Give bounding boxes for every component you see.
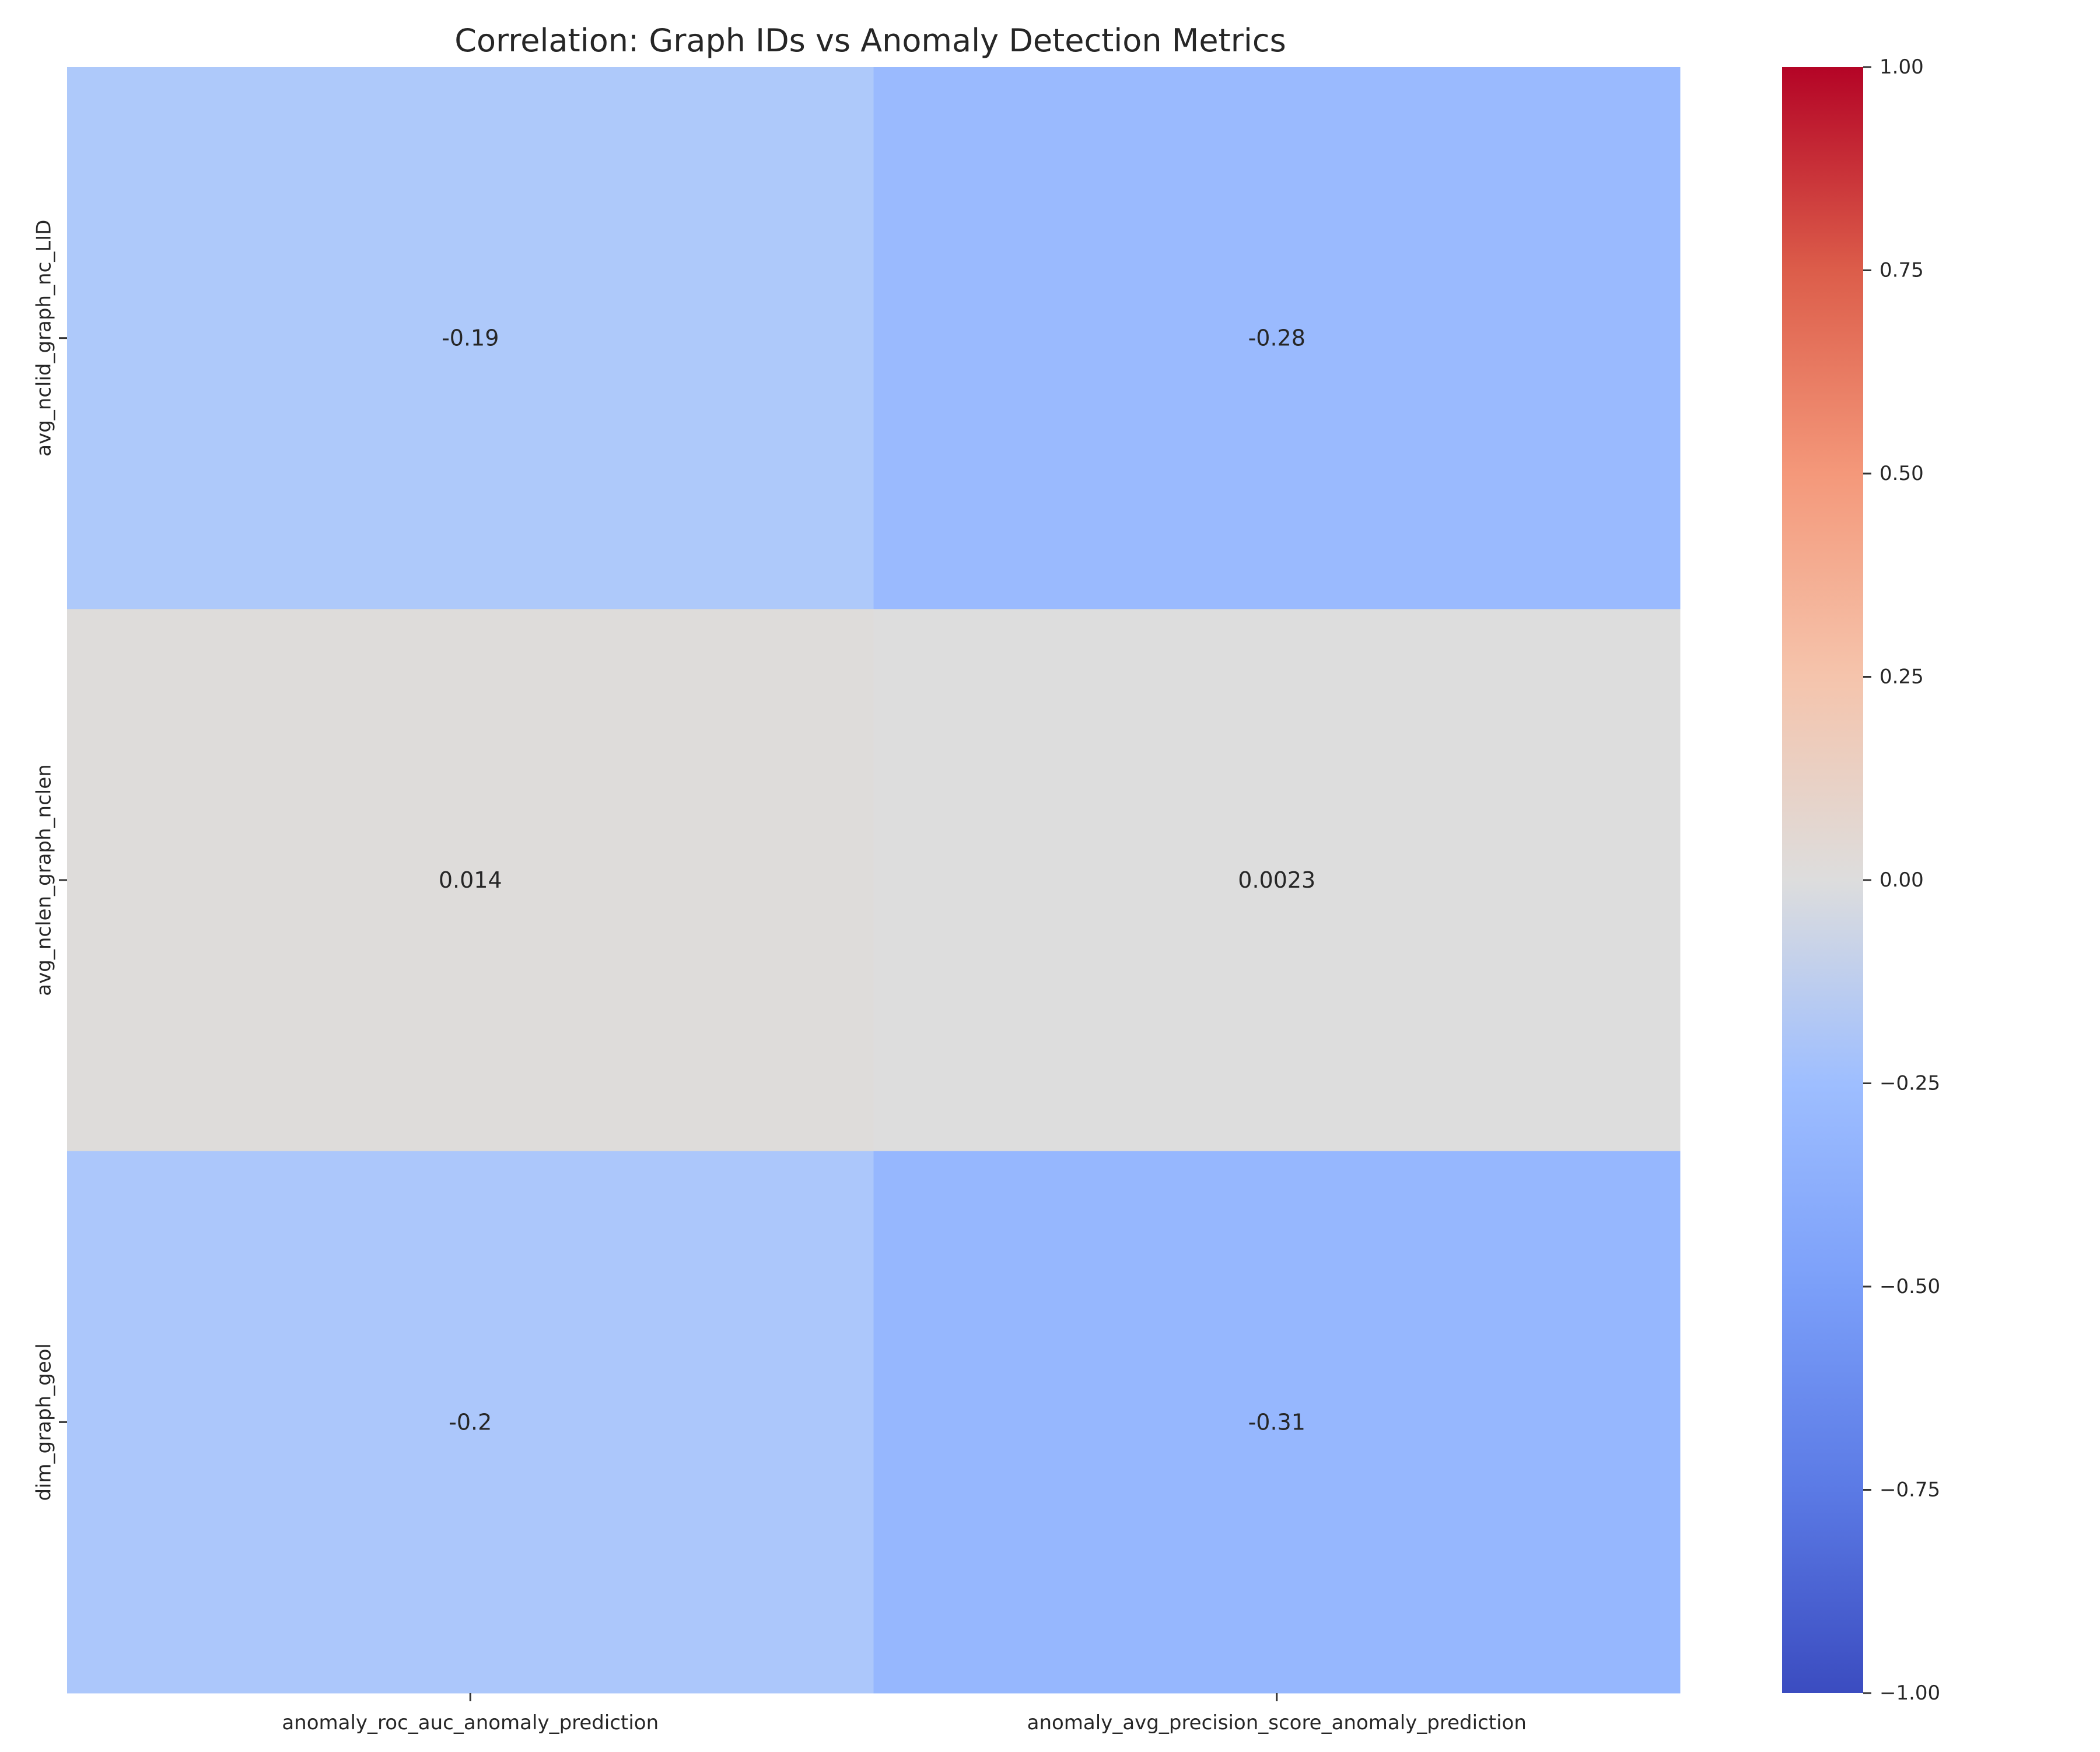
heatmap-cell: [873, 1151, 1681, 1694]
cell-value-label: -0.28: [1248, 325, 1306, 351]
y-axis: avg_nclid_graph_nc_LID avg_nclen_graph_nc…: [33, 220, 67, 1501]
heatmap-cell: [67, 609, 874, 1152]
colorbar-tick-label: 0.75: [1880, 259, 1924, 282]
cell-value-label: -0.2: [449, 1409, 492, 1435]
heatmap-cell: [67, 67, 874, 609]
colorbar-gradient: [1782, 67, 1863, 1693]
colorbar-tick-label: −0.25: [1880, 1072, 1940, 1095]
y-tick-label: avg_nclid_graph_nc_LID: [33, 220, 56, 457]
colorbar-tick-label: 0.50: [1880, 462, 1924, 485]
y-tick-label: avg_nclen_graph_nclen: [33, 764, 56, 996]
heatmap-annotations: -0.19 -0.28 0.014 0.0023 -0.2 -0.31: [439, 325, 1315, 1435]
colorbar-ticks: 1.00 0.75 0.50 0.25 0.00 −0.25 −0.50 −0.75 −1.00: [1863, 55, 1940, 1705]
colorbar-tick-label: −0.50: [1880, 1275, 1940, 1298]
x-tick-label: anomaly_avg_precision_score_anomaly_pred…: [1027, 1711, 1527, 1735]
cell-value-label: -0.19: [442, 325, 499, 351]
chart-title: Correlation: Graph IDs vs Anomaly Detect…: [454, 22, 1286, 59]
colorbar-tick-label: 1.00: [1880, 55, 1924, 79]
colorbar-tick-label: −0.75: [1880, 1478, 1940, 1502]
y-tick-label: dim_graph_geol: [33, 1343, 56, 1501]
heatmap-cell: [873, 609, 1681, 1152]
colorbar: 1.00 0.75 0.50 0.25 0.00 −0.25 −0.50 −0.75 −1.00: [1782, 55, 1940, 1705]
x-tick-label: anomaly_roc_auc_anomaly_prediction: [282, 1711, 659, 1735]
x-axis: anomaly_roc_auc_anomaly_prediction anomal…: [282, 1693, 1527, 1735]
cell-value-label: 0.0023: [1238, 867, 1315, 893]
heatmap-cell: [67, 1151, 874, 1694]
cell-value-label: 0.014: [439, 867, 502, 893]
colorbar-tick-label: −1.00: [1880, 1681, 1940, 1705]
heatmap-cell: [873, 67, 1681, 609]
heatmap-cells: [67, 67, 1681, 1694]
cell-value-label: -0.31: [1248, 1409, 1306, 1435]
colorbar-tick-label: 0.00: [1880, 868, 1924, 892]
colorbar-tick-label: 0.25: [1880, 665, 1924, 689]
